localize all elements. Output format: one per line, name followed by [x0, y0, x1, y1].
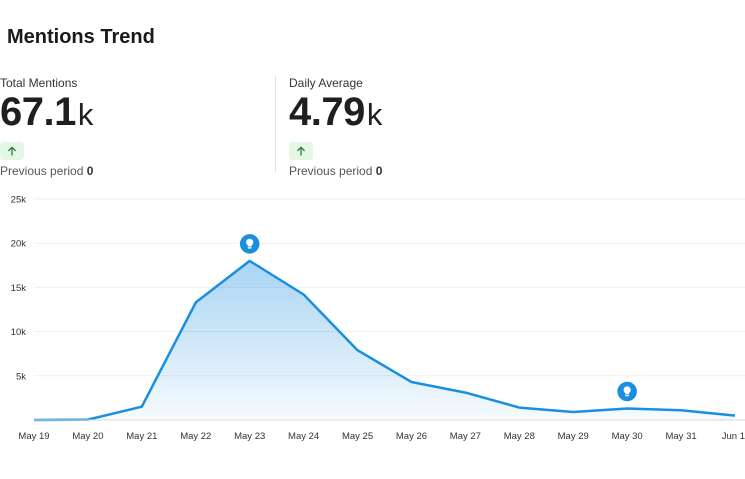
x-tick-label: May 26 — [396, 431, 427, 442]
stat-value: 4.79 — [289, 90, 365, 134]
series-line — [33, 259, 736, 422]
x-tick-label: May 24 — [288, 431, 319, 442]
x-tick-label: May 22 — [180, 431, 211, 442]
x-tick-label: May 20 — [72, 431, 103, 442]
stat-value-wrap: 4.79k — [289, 92, 382, 134]
stat-value: 67.1 — [0, 90, 76, 134]
x-tick-label: May 29 — [558, 431, 589, 442]
arrow-up-icon — [297, 146, 305, 156]
stat-divider — [275, 76, 276, 172]
stat-label: Daily Average — [289, 76, 363, 90]
previous-period-label: Previous period — [0, 164, 84, 178]
x-tick-label: May 25 — [342, 431, 373, 442]
previous-period: Previous period 0 — [0, 164, 93, 178]
x-tick-label: May 27 — [450, 431, 481, 442]
y-tick-label: 5k — [16, 371, 26, 382]
trend-badge — [289, 142, 313, 160]
arrow-up-icon — [8, 146, 16, 156]
page-title: Mentions Trend — [7, 26, 155, 48]
stat-value-wrap: 67.1k — [0, 92, 93, 134]
x-tick-label: May 21 — [126, 431, 157, 442]
y-tick-label: 15k — [11, 283, 27, 294]
annotation-marker[interactable] — [615, 380, 639, 403]
mentions-chart: 5k 10k 15k 20k 25k May 19 May 20 May 21 May 22 M… — [11, 195, 745, 442]
stat-total-mentions: Total Mentions 67.1k Previous period 0 — [0, 76, 93, 178]
previous-period: Previous period 0 — [289, 164, 382, 178]
stat-label: Total Mentions — [0, 76, 78, 90]
lightbulb-icon — [623, 386, 631, 397]
x-tick-label: May 23 — [234, 431, 265, 442]
trend-badge — [0, 142, 24, 160]
x-tick-label: May 19 — [18, 431, 49, 442]
lightbulb-icon — [246, 238, 254, 249]
x-tick-label: May 30 — [612, 431, 643, 442]
stat-unit: k — [366, 97, 383, 132]
series-area — [34, 260, 735, 420]
x-tick-label: May 31 — [665, 431, 696, 442]
previous-period-value: 0 — [86, 164, 94, 178]
stat-unit: k — [77, 97, 94, 132]
stat-daily-average: Daily Average 4.79k Previous period 0 — [289, 76, 382, 178]
previous-period-label: Previous period — [289, 164, 373, 178]
y-tick-label: 10k — [11, 327, 27, 338]
x-tick-label: May 28 — [504, 431, 535, 442]
y-tick-label: 25k — [11, 195, 27, 206]
previous-period-value: 0 — [375, 164, 383, 178]
x-tick-label: Jun 1 — [722, 431, 745, 442]
y-tick-label: 20k — [11, 239, 27, 250]
annotation-marker[interactable] — [238, 232, 261, 256]
